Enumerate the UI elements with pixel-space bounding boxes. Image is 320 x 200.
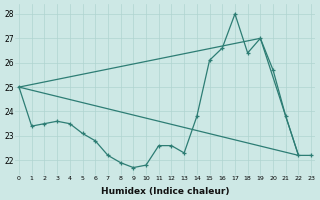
X-axis label: Humidex (Indice chaleur): Humidex (Indice chaleur) [101,187,229,196]
